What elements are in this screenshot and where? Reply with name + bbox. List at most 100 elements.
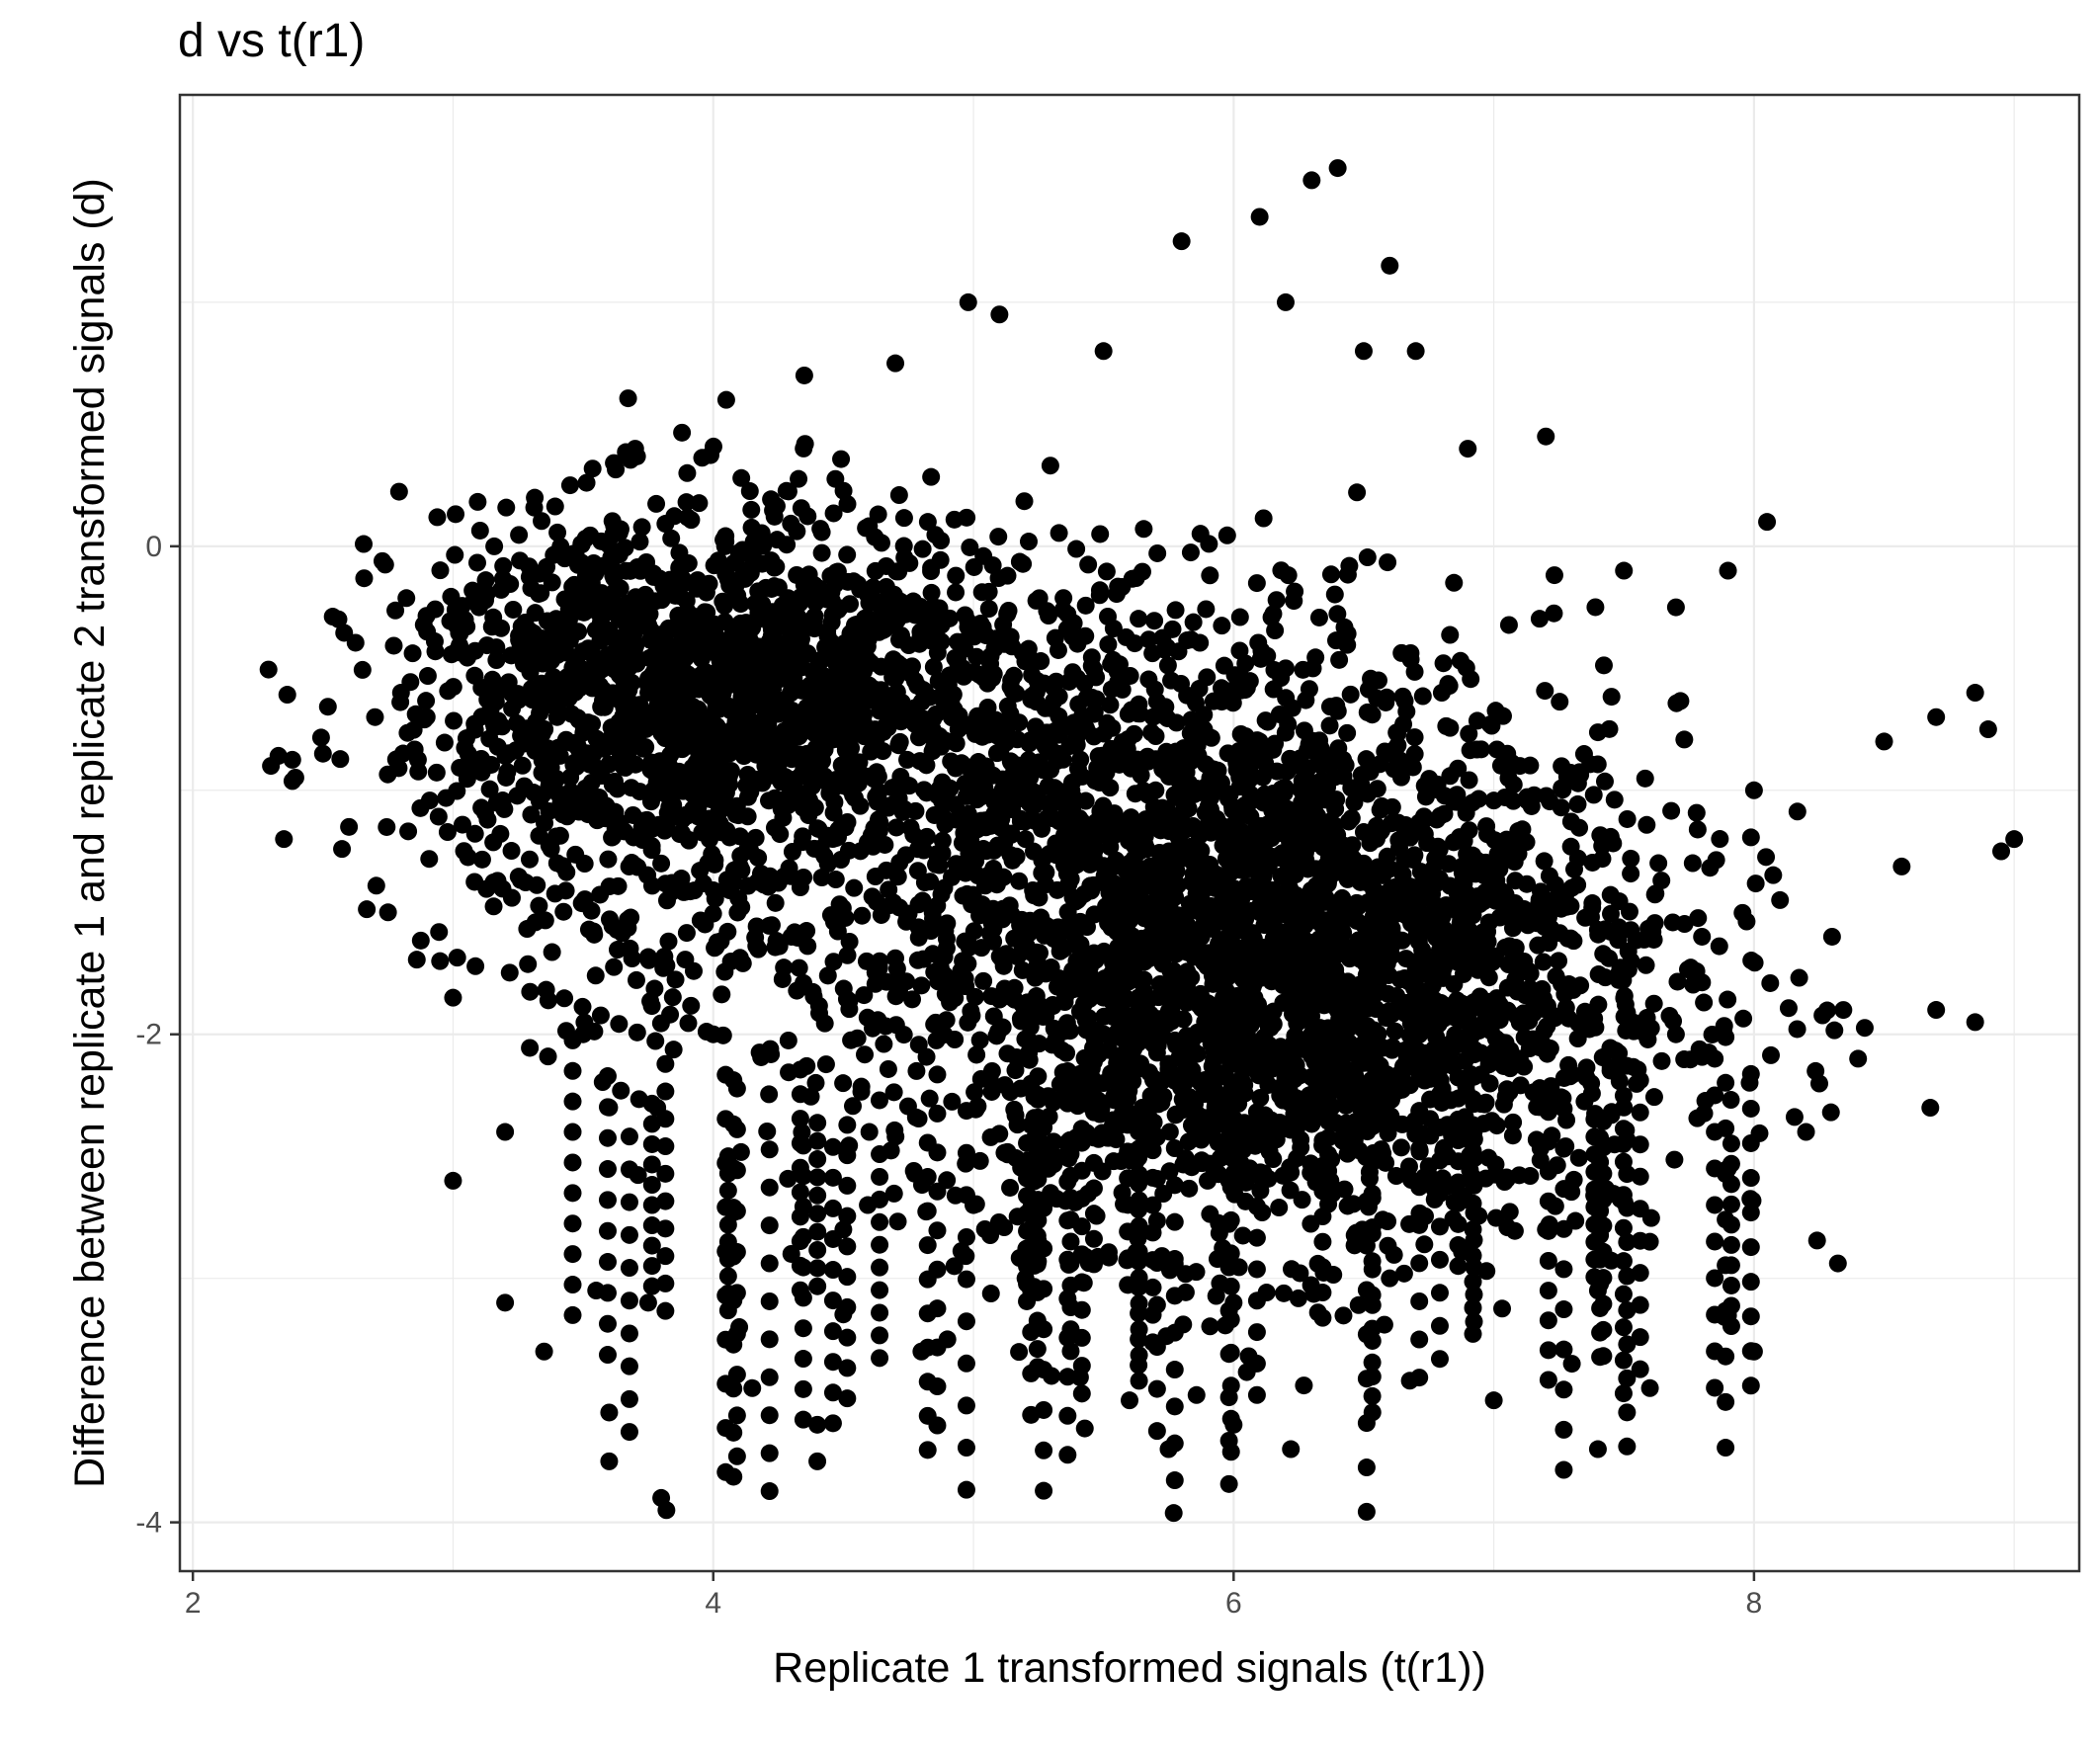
data-point — [378, 765, 397, 784]
data-point — [1061, 870, 1080, 888]
data-point — [1247, 1260, 1266, 1279]
data-point — [1007, 847, 1026, 866]
data-point — [823, 1322, 842, 1341]
data-point — [864, 837, 882, 856]
data-point — [1434, 1009, 1453, 1028]
data-point — [470, 521, 489, 540]
data-point — [937, 939, 956, 958]
data-point — [1614, 1351, 1633, 1370]
data-point — [1415, 1235, 1434, 1254]
data-point — [1173, 1064, 1192, 1083]
data-point — [891, 656, 910, 675]
data-point — [681, 724, 700, 743]
data-point — [1539, 1341, 1557, 1360]
data-point — [1652, 1051, 1671, 1070]
data-point — [1519, 961, 1538, 980]
data-point — [1539, 1192, 1557, 1210]
data-point — [1401, 643, 1420, 662]
data-point — [1328, 826, 1347, 845]
data-point — [1205, 1079, 1223, 1098]
data-point — [1306, 959, 1325, 978]
data-point — [796, 435, 814, 454]
data-point — [1058, 1094, 1077, 1113]
data-point — [957, 1439, 975, 1458]
data-point — [526, 604, 545, 623]
data-point — [1334, 767, 1353, 786]
data-point — [981, 1127, 1000, 1146]
data-point — [1022, 1240, 1041, 1259]
data-point — [1363, 1117, 1382, 1135]
data-point — [1637, 956, 1655, 974]
data-point — [548, 523, 567, 542]
data-point — [1582, 1084, 1601, 1103]
data-point — [1607, 1042, 1626, 1060]
data-point — [714, 592, 732, 611]
data-point — [1432, 994, 1451, 1013]
data-point — [904, 1161, 923, 1180]
data-point — [373, 551, 391, 570]
data-point — [1722, 1091, 1740, 1110]
data-point — [1275, 1284, 1294, 1302]
data-point — [974, 971, 993, 990]
data-point — [1140, 949, 1159, 967]
data-point — [918, 513, 937, 532]
data-point — [656, 1192, 675, 1210]
data-point — [771, 825, 790, 844]
data-point — [1644, 1088, 1663, 1107]
data-point — [1286, 866, 1304, 884]
data-point — [966, 1083, 984, 1102]
data-point — [1022, 1364, 1041, 1382]
data-point — [871, 1190, 889, 1208]
data-point — [487, 638, 506, 657]
data-point — [790, 958, 808, 977]
data-point — [1788, 802, 1806, 821]
data-point — [762, 916, 781, 935]
data-point — [1363, 1319, 1382, 1338]
data-point — [1242, 882, 1261, 901]
data-point — [777, 481, 796, 500]
data-point — [1223, 824, 1242, 843]
data-point — [1103, 912, 1122, 931]
data-point — [732, 468, 751, 487]
data-point — [1338, 723, 1357, 742]
data-point — [1565, 860, 1584, 878]
data-point — [1500, 1203, 1519, 1221]
data-point — [1636, 769, 1654, 788]
data-point — [1357, 1370, 1376, 1388]
data-point — [1035, 1481, 1053, 1500]
data-point — [1352, 766, 1371, 785]
data-point — [1631, 1360, 1649, 1378]
data-point — [1513, 820, 1532, 839]
data-point — [832, 816, 851, 835]
data-point — [707, 938, 725, 957]
data-point — [485, 717, 504, 736]
data-point — [533, 512, 551, 531]
data-point — [880, 880, 898, 899]
data-point — [1363, 1184, 1382, 1203]
data-point — [1539, 1162, 1557, 1181]
data-point — [760, 1406, 779, 1425]
data-point — [1719, 990, 1737, 1009]
data-point — [1011, 812, 1030, 831]
data-point — [1555, 985, 1574, 1004]
data-point — [1371, 800, 1389, 819]
data-point — [563, 1276, 582, 1294]
data-point — [1232, 921, 1251, 940]
data-point — [1737, 912, 1756, 931]
data-point — [1342, 809, 1361, 828]
data-point — [1363, 1150, 1382, 1169]
data-point — [1044, 1093, 1062, 1112]
data-point — [887, 818, 906, 837]
data-point — [1384, 745, 1402, 764]
data-point — [1058, 1133, 1077, 1152]
data-point — [1231, 724, 1250, 743]
data-point — [823, 1292, 842, 1310]
data-point — [1174, 973, 1193, 992]
data-point — [790, 727, 808, 746]
data-point — [823, 1199, 842, 1217]
data-point — [742, 500, 761, 519]
data-point — [1146, 727, 1165, 746]
data-point — [935, 878, 954, 897]
data-point — [1594, 656, 1613, 675]
data-point — [1554, 1180, 1573, 1199]
